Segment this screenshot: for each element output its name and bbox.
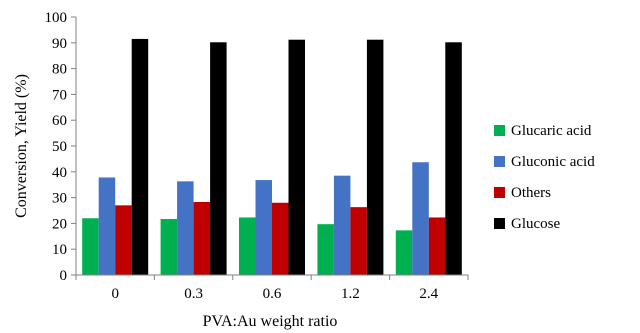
- bar-glucaric-acid: [160, 219, 178, 275]
- x-axis: 0 0.3 0.6 1.2 2.4: [75, 274, 469, 302]
- bar-glucose: [131, 38, 149, 276]
- y-tick-label: 20: [52, 216, 67, 232]
- x-tick-label: 0: [111, 286, 119, 302]
- x-tick-label: 2.4: [419, 286, 438, 302]
- bar-gluconic-acid: [333, 175, 351, 275]
- y-tick-label: 90: [52, 36, 67, 52]
- y-tick-label: 80: [52, 62, 67, 78]
- bar-glucaric-acid: [395, 230, 413, 275]
- legend-label: Gluconic acid: [511, 154, 595, 170]
- legend-swatch: [494, 125, 505, 136]
- y-axis: 0 10 20 30 40 50 60 70 80 90 100: [45, 10, 77, 284]
- bar-glucose: [445, 42, 462, 276]
- bar-gluconic-acid: [412, 162, 429, 275]
- bar-glucaric-acid: [239, 217, 256, 275]
- y-axis-title: Conversion, Yield (%): [13, 74, 30, 218]
- y-tick-label: 0: [60, 268, 68, 284]
- plot-area: [82, 38, 462, 276]
- legend-label: Glucaric acid: [511, 123, 592, 139]
- bar-gluconic-acid: [98, 177, 116, 275]
- bar-others: [193, 201, 211, 275]
- bar-glucaric-acid: [317, 224, 334, 275]
- x-tick-label: 0.6: [263, 286, 282, 302]
- legend: Glucaric acid Gluconic acid Others Glucose: [494, 123, 595, 232]
- x-axis-title: PVA:Au weight ratio: [203, 313, 338, 330]
- y-tick-label: 100: [45, 10, 68, 26]
- legend-label: Glucose: [511, 216, 560, 232]
- y-tick-label: 60: [52, 113, 67, 129]
- bar-others: [115, 205, 132, 275]
- legend-swatch: [494, 156, 505, 167]
- bar-gluconic-acid: [255, 180, 272, 275]
- bar-glucaric-acid: [82, 218, 99, 275]
- legend-swatch: [494, 187, 505, 198]
- y-tick-label: 70: [52, 87, 67, 103]
- bar-glucose: [366, 39, 384, 276]
- bar-glucose: [288, 39, 305, 276]
- x-tick-label: 1.2: [341, 286, 360, 302]
- bar-gluconic-acid: [177, 181, 194, 275]
- y-tick-label: 30: [52, 191, 67, 207]
- y-tick-label: 40: [52, 165, 67, 181]
- x-tick-label: 0.3: [184, 286, 203, 302]
- bar-glucose: [210, 42, 227, 276]
- legend-swatch: [494, 218, 505, 229]
- legend-label: Others: [511, 185, 551, 201]
- bar-others: [428, 217, 446, 275]
- y-tick-label: 10: [52, 242, 67, 258]
- y-tick-label: 50: [52, 139, 67, 155]
- bar-others: [272, 202, 289, 275]
- bar-others: [350, 207, 367, 275]
